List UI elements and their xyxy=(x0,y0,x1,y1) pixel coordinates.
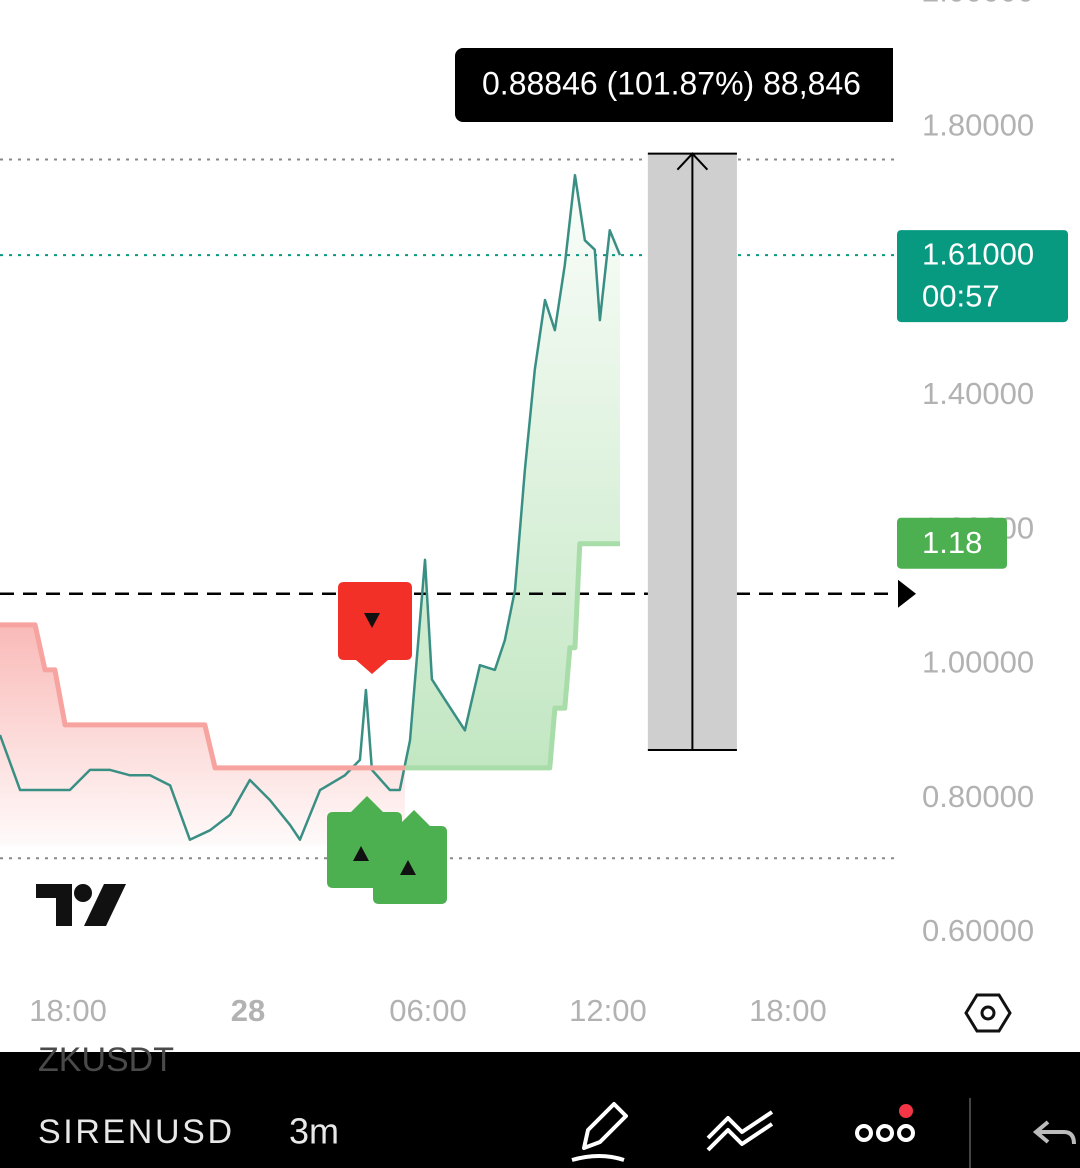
plot-area xyxy=(0,152,895,860)
tooltip-box xyxy=(455,48,893,122)
y-tick-label: 1.00000 xyxy=(922,645,1034,680)
buy-signal xyxy=(373,810,447,904)
line-handle xyxy=(898,579,916,608)
supertrend-line xyxy=(404,541,620,771)
indicators-button[interactable] xyxy=(706,1110,774,1152)
measure-arrowhead xyxy=(676,152,709,171)
more-button[interactable] xyxy=(855,1104,915,1142)
uptrend-fill xyxy=(404,175,620,768)
countdown: 00:57 xyxy=(922,278,1000,313)
y-tick-label: 1.80000 xyxy=(922,108,1034,143)
symbol[interactable]: SIRENUSD xyxy=(38,1113,232,1151)
logo xyxy=(36,884,126,926)
downtrend-fill xyxy=(0,624,405,846)
last-price-label: 1.61000 xyxy=(922,236,1034,271)
last-price-box xyxy=(897,230,1068,323)
y-tick-label: 0.60000 xyxy=(922,913,1034,948)
settings-button[interactable] xyxy=(964,993,1012,1033)
x-tick-label: 28 xyxy=(231,993,265,1028)
alert-price-box xyxy=(897,517,1007,569)
other-symbol[interactable]: ZKUSDT xyxy=(38,1041,174,1079)
draw-button[interactable] xyxy=(571,1102,628,1162)
x-tick-label: 06:00 xyxy=(389,993,467,1028)
x-tick-label: 12:00 xyxy=(569,993,647,1028)
y-tick-label: 0.80000 xyxy=(922,779,1034,814)
price-axis: 2.000001.800001.600001.400001.200001.000… xyxy=(29,0,1068,1028)
undo-button[interactable] xyxy=(1032,1120,1076,1145)
y-tick-label: 2.00000 xyxy=(922,0,1034,8)
supertrend-line xyxy=(0,622,405,771)
alert-price-label: 1.18 xyxy=(922,525,982,560)
sell-signal xyxy=(338,582,412,674)
x-tick-label: 18:00 xyxy=(29,993,107,1028)
price-line xyxy=(0,173,622,841)
interval[interactable]: 3m xyxy=(289,1111,339,1152)
y-tick-label: 1.40000 xyxy=(922,376,1034,411)
measure-tooltip: 0.88846 (101.87%) 88,846 xyxy=(455,48,893,122)
tooltip-text: 0.88846 (101.87%) 88,846 xyxy=(482,65,861,101)
x-tick-label: 18:00 xyxy=(749,993,827,1028)
